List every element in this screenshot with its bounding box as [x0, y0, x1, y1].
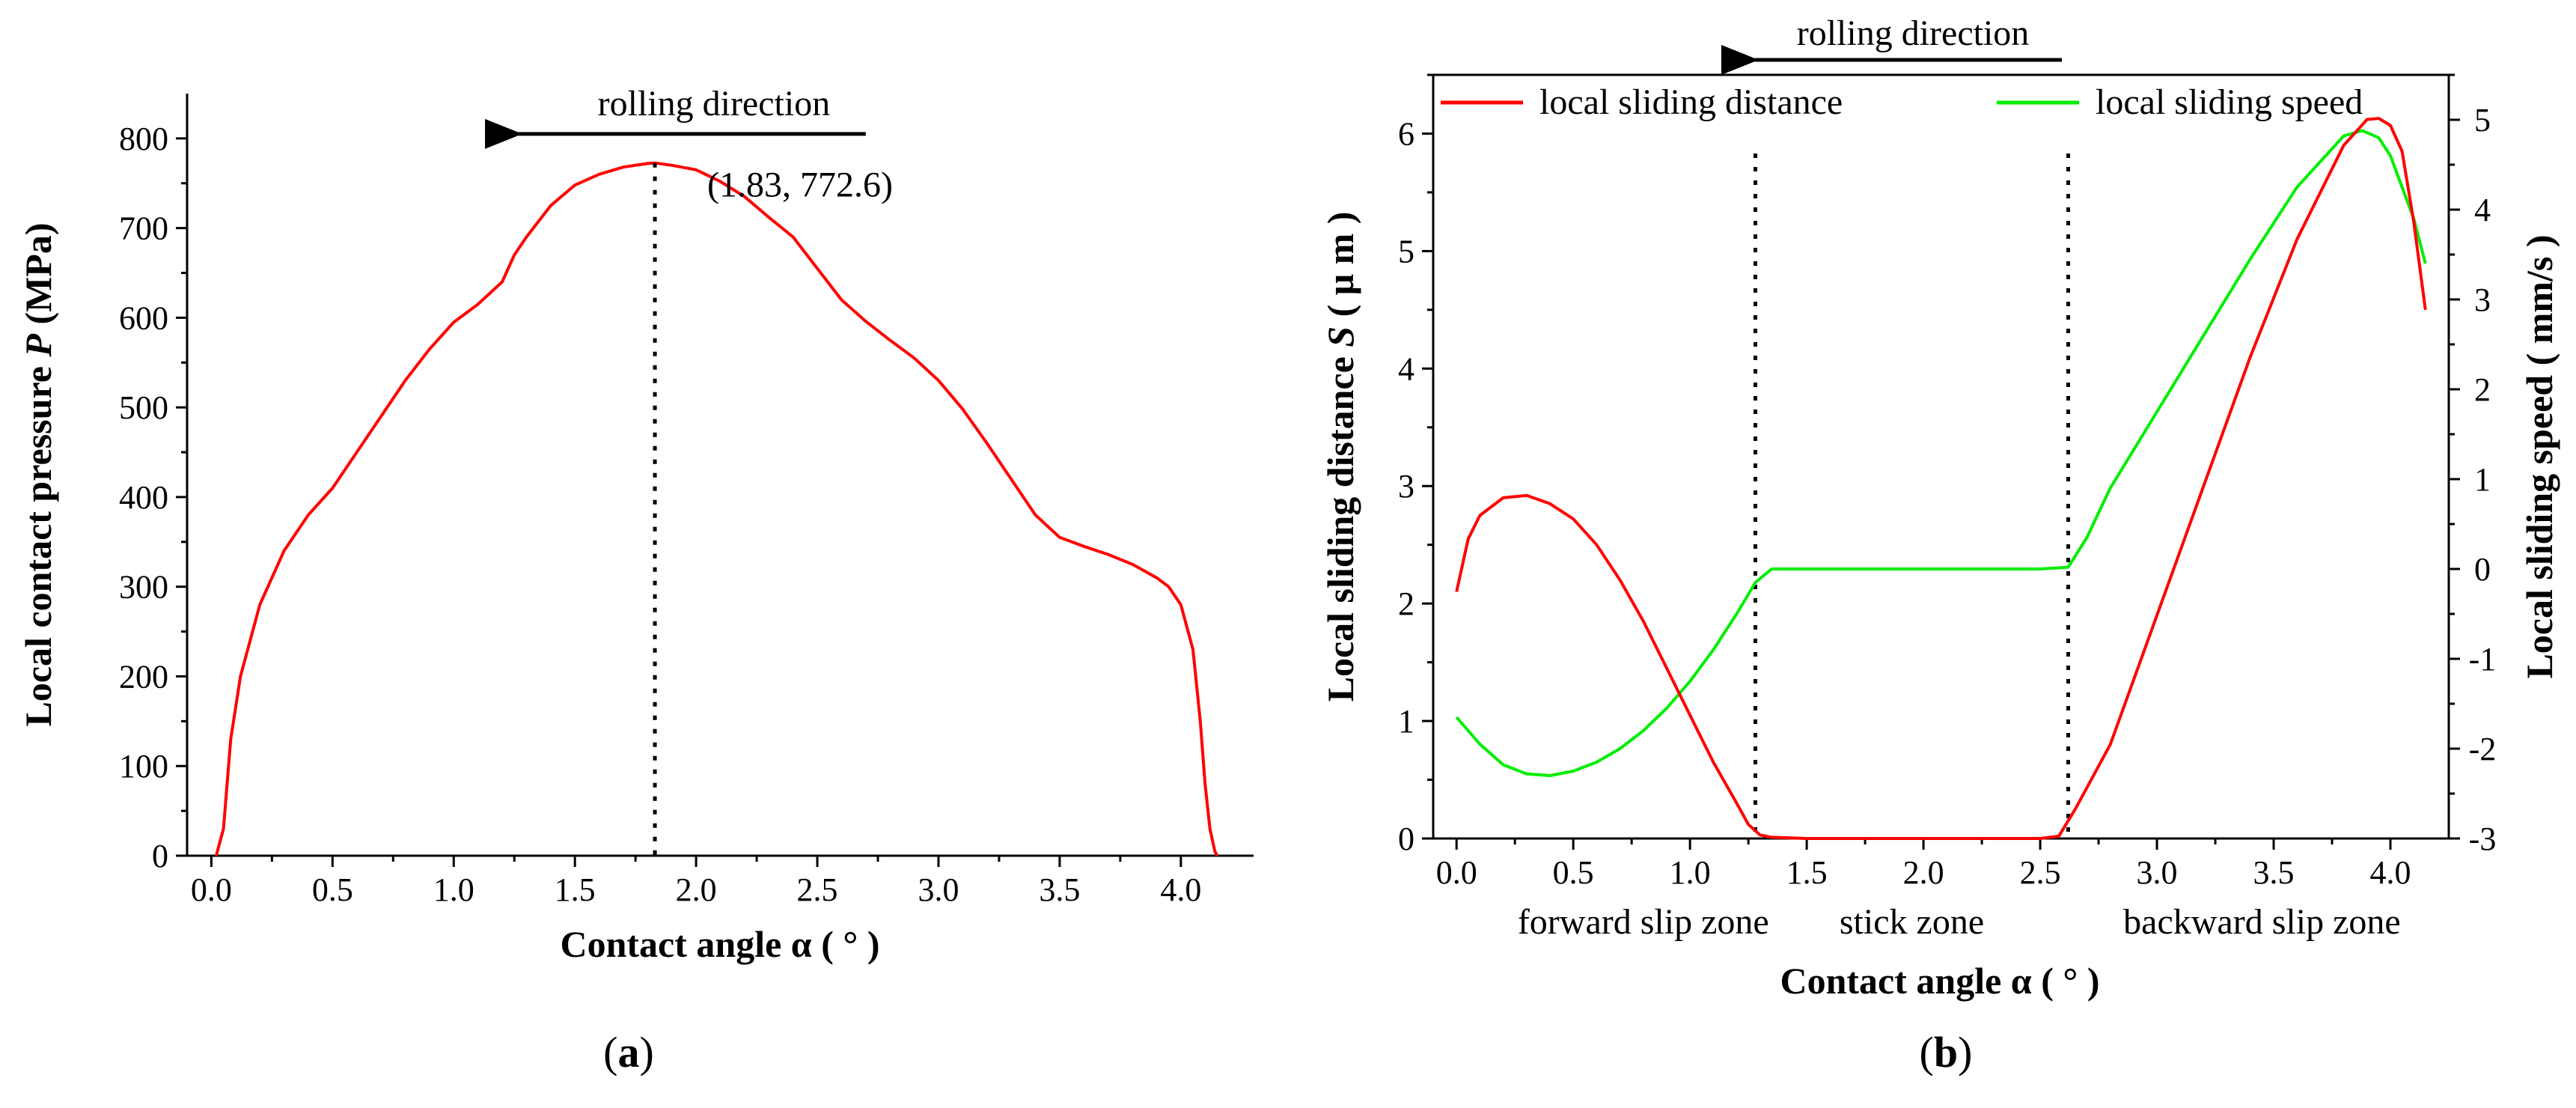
chart-b-legend-speed-label: local sliding speed: [2096, 82, 2363, 122]
chart-b-x-tick-label: 0.0: [1436, 854, 1477, 891]
chart-a-x-tick-label: 0.0: [191, 871, 232, 908]
chart-b-left-y-ticks: 0 1 2 3 4 5 6: [1398, 73, 1433, 857]
chart-b-right-y-tick-label: 4: [2474, 192, 2491, 228]
chart-a-rolling-direction-label: rolling direction: [598, 84, 831, 124]
chart-b-left-y-tick-label: 2: [1398, 585, 1414, 622]
chart-b-speed-line: [1455, 129, 2427, 777]
chart-b-x-tick-label: 3.0: [2137, 854, 2178, 891]
chart-b-x-tick-label: 0.5: [1553, 854, 1594, 891]
chart-b-x-tick-label: 2.0: [1903, 854, 1944, 891]
chart-b-right-y-tick-label: -3: [2469, 821, 2497, 857]
chart-b-zone-backward-slip: backward slip zone: [2123, 902, 2401, 942]
chart-b-right-y-tick-label: 2: [2474, 371, 2491, 408]
chart-a-y-tick-label: 700: [119, 210, 168, 247]
chart-b-rolling-direction-label: rolling direction: [1797, 13, 2030, 53]
chart-a-x-tick-label: 2.0: [676, 871, 717, 908]
chart-b-left-y-tick-label: 5: [1398, 233, 1414, 270]
chart-a-y-axis-title: Local contact pressure P (MPa): [17, 222, 59, 726]
chart-b-right-y-ticks: -3 -2 -1 0 1 2 3 4 5: [2449, 73, 2497, 857]
chart-b-legend-distance-label: local sliding distance: [1539, 82, 1843, 122]
chart-b-x-tick-label: 1.5: [1786, 854, 1828, 891]
chart-b-x-axis-title: Contact angle α ( ° ): [1780, 960, 2099, 1002]
chart-b-right-y-tick-label: 1: [2474, 461, 2491, 498]
chart-a-x-tick-label: 1.5: [555, 871, 596, 908]
chart-b-left-y-tick-label: 1: [1398, 703, 1414, 740]
chart-a-x-tick-label: 4.0: [1160, 871, 1201, 908]
chart-a-x-axis-title: Contact angle α ( ° ): [560, 923, 879, 965]
chart-b-zone-stick: stick zone: [1840, 902, 1984, 942]
chart-b-left-y-axis-title: Local sliding distance S ( μ m ): [1319, 212, 1361, 702]
chart-a-y-ticks: 0 100 200 300 400 500 600 700 800: [119, 121, 187, 874]
chart-a-y-tick-label: 0: [152, 838, 168, 874]
chart-a-peak-label: (1.83, 772.6): [707, 165, 893, 205]
chart-b-x-ticks: 0.0 0.5 1.0 1.5 2.0 2.5 3.0 3.5 4.0: [1436, 838, 2411, 891]
chart-a-y-tick-label: 100: [119, 748, 168, 785]
chart-a-x-tick-label: 1.0: [433, 871, 474, 908]
chart-a-y-tick-label: 300: [119, 569, 168, 606]
chart-b-left-y-tick-label: 4: [1398, 350, 1414, 387]
chart-a-x-tick-label: 0.5: [312, 871, 353, 908]
chart-b-right-y-axis-title: Local sliding speed ( mm/s ): [2518, 234, 2560, 678]
chart-b-zone-forward-slip: forward slip zone: [1518, 902, 1769, 942]
chart-b-x-tick-label: 2.5: [2020, 854, 2061, 891]
chart-a-pressure-line: [214, 161, 1219, 856]
chart-b-right-y-tick-label: 5: [2474, 102, 2491, 138]
chart-a-x-tick-label: 3.0: [918, 871, 959, 908]
chart-a-x-tick-label: 3.5: [1039, 871, 1080, 908]
chart-b-right-y-tick-label: 0: [2474, 551, 2491, 588]
chart-a-panel-label: (a): [603, 1028, 654, 1077]
chart-a-x-ticks: 0.0 0.5 1.0 1.5 2.0 2.5 3.0 3.5 4.0: [191, 856, 1201, 908]
chart-b-x-tick-label: 1.0: [1670, 854, 1711, 891]
chart-b-x-tick-label: 4.0: [2370, 854, 2411, 891]
chart-a-y-tick-label: 800: [119, 121, 168, 157]
chart-b-left-y-tick-label: 6: [1398, 115, 1414, 152]
chart-b-right-y-tick-label: 3: [2474, 281, 2491, 318]
chart-a: 0.0 0.5 1.0 1.5 2.0 2.5 3.0 3.5 4.0 0 100 200 300 40…: [17, 84, 1254, 1077]
chart-b-x-tick-label: 3.5: [2253, 854, 2295, 891]
chart-b-left-y-tick-label: 3: [1398, 468, 1414, 505]
chart-b-panel-label: (b): [1920, 1028, 1973, 1077]
chart-b-distance-line: [1455, 117, 2427, 840]
chart-b-right-y-tick-label: -2: [2469, 731, 2497, 767]
chart-a-y-tick-label: 400: [119, 479, 168, 516]
chart-a-x-tick-label: 2.5: [797, 871, 838, 908]
chart-b-left-y-tick-label: 0: [1398, 821, 1414, 857]
chart-a-y-tick-label: 500: [119, 389, 168, 426]
chart-a-y-tick-label: 200: [119, 658, 168, 695]
chart-b-right-y-tick-label: -1: [2469, 641, 2497, 678]
chart-b: 0.0 0.5 1.0 1.5 2.0 2.5 3.0 3.5 4.0 0 1 2 3 4 5 6 -3 -2…: [1319, 13, 2560, 1077]
chart-a-y-tick-label: 600: [119, 299, 168, 336]
